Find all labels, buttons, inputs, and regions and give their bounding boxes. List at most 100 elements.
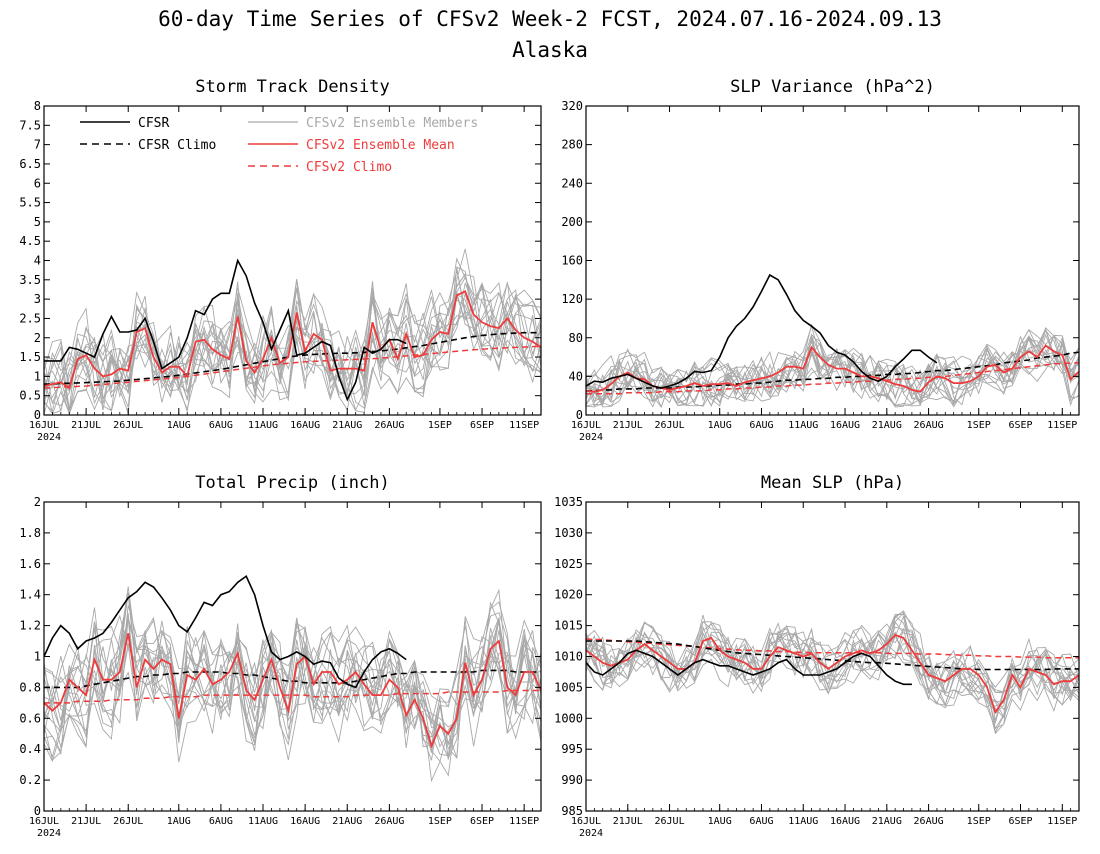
x-year-label-storm: 2024 <box>37 432 61 443</box>
y-tick-label-precip: 0.6 <box>19 711 41 725</box>
y-tick-label-storm: 8 <box>34 99 41 113</box>
x-tick-label-storm: 6SEP <box>470 420 494 431</box>
legend-label-ens-mean: CFSv2 Ensemble Mean <box>306 138 455 153</box>
cfsv2-climo-line-slpvar <box>586 362 1079 395</box>
y-tick-label-storm: 4 <box>34 254 41 268</box>
legend: CFSR CFSR Climo CFSv2 Ensemble Members C… <box>80 116 478 175</box>
ensemble-member-line-mslp-7 <box>586 620 1079 730</box>
ensemble-member-line-mslp-14 <box>586 613 1079 694</box>
y-tick-label-precip: 1 <box>34 650 41 664</box>
y-tick-label-storm: 4.5 <box>19 234 41 248</box>
x-tick-label-precip: 16AUG <box>290 816 320 827</box>
x-tick-label-precip: 21JUL <box>71 816 101 827</box>
y-tick-label-mslp: 1010 <box>554 650 583 664</box>
cfsr-climo-line-storm <box>44 331 541 385</box>
y-tick-label-precip: 1.2 <box>19 619 41 633</box>
figure-title: 60-day Time Series of CFSv2 Week-2 FCST,… <box>158 7 942 31</box>
legend-label-cfsr-climo: CFSR Climo <box>138 138 216 153</box>
panel-slpvar: SLP Variance (hPa^2) 0 40 80 120 160 200 240 280… <box>561 77 1080 443</box>
x-tick-label-storm: 26JUL <box>113 420 143 431</box>
x-tick-label-mslp: 1SEP <box>967 816 991 827</box>
y-tick-label-slpvar: 40 <box>569 369 583 383</box>
x-tick-label-slpvar: 16JUL <box>571 420 601 431</box>
x-tick-label-mslp: 21JUL <box>613 816 643 827</box>
ensemble-member-line-slpvar-13 <box>586 334 1079 408</box>
x-tick-label-precip: 1AUG <box>167 816 191 827</box>
y-tick-label-mslp: 1005 <box>554 680 583 694</box>
x-tick-label-mslp: 6SEP <box>1008 816 1032 827</box>
ensemble-member-line-mslp-9 <box>586 622 1079 721</box>
x-tick-label-storm: 11AUG <box>248 420 278 431</box>
x-tick-label-slpvar: 16AUG <box>830 420 860 431</box>
y-tick-label-slpvar: 120 <box>561 292 583 306</box>
y-tick-label-mslp: 1020 <box>554 588 583 602</box>
cfsv2-climo-line-precip <box>44 689 541 704</box>
panel-storm: Storm Track Density 0 0.5 1 1.5 2 2.5 3 3.5 4 4.5 5… <box>19 77 542 443</box>
x-tick-label-slpvar: 11SEP <box>1047 420 1077 431</box>
cfsv2-climo-line-mslp <box>586 638 1079 659</box>
ensemble-member-line-slpvar-14 <box>586 336 1079 407</box>
cfsr-line-slpvar <box>586 273 938 389</box>
plot-area-storm <box>44 248 541 415</box>
y-tick-label-precip: 0 <box>34 804 41 818</box>
y-tick-label-slpvar: 240 <box>561 176 583 190</box>
plot-area-precip <box>44 574 541 783</box>
ensemble-mean-line-slpvar <box>586 344 1079 393</box>
x-tick-label-precip: 1SEP <box>428 816 452 827</box>
x-tick-label-precip: 11SEP <box>509 816 539 827</box>
x-tick-label-slpvar: 26AUG <box>914 420 944 431</box>
x-tick-label-slpvar: 11AUG <box>788 420 818 431</box>
y-tick-label-precip: 1.8 <box>19 526 41 540</box>
ensemble-member-line-storm-15 <box>44 281 541 408</box>
x-tick-label-storm: 21AUG <box>332 420 362 431</box>
x-tick-label-storm: 21JUL <box>71 420 101 431</box>
panel-precip: Total Precip (inch) 0 0.2 0.4 0.6 0.8 1 1.2 1.4 1… <box>19 473 542 839</box>
x-tick-label-precip: 26AUG <box>374 816 404 827</box>
x-tick-label-storm: 1SEP <box>428 420 452 431</box>
y-tick-label-storm: 5.5 <box>19 196 41 210</box>
y-tick-label-storm: 0 <box>34 408 41 422</box>
y-tick-label-storm: 0.5 <box>19 389 41 403</box>
x-tick-label-mslp: 16AUG <box>830 816 860 827</box>
x-year-label-slpvar: 2024 <box>579 432 603 443</box>
y-tick-label-storm: 3 <box>34 292 41 306</box>
y-tick-label-slpvar: 80 <box>569 331 583 345</box>
panel-title-mslp: Mean SLP (hPa) <box>761 473 904 493</box>
cfsr-climo-line-mslp <box>586 640 1079 671</box>
y-tick-label-storm: 1 <box>34 369 41 383</box>
x-tick-label-precip: 16JUL <box>29 816 59 827</box>
y-tick-label-storm: 7 <box>34 138 41 152</box>
x-tick-label-slpvar: 6SEP <box>1008 420 1032 431</box>
y-tick-label-precip: 1.4 <box>19 588 41 602</box>
y-tick-label-mslp: 1015 <box>554 619 583 633</box>
ensemble-member-line-precip-15 <box>44 612 541 783</box>
x-tick-label-mslp: 1AUG <box>708 816 732 827</box>
x-year-label-mslp: 2024 <box>579 828 603 839</box>
y-tick-label-storm: 2 <box>34 331 41 345</box>
legend-label-cfsr: CFSR <box>138 116 169 131</box>
x-tick-label-slpvar: 6AUG <box>749 420 773 431</box>
y-tick-label-mslp: 1025 <box>554 557 583 571</box>
ensemble-member-line-mslp-3 <box>586 630 1079 714</box>
y-tick-label-slpvar: 320 <box>561 99 583 113</box>
ensemble-member-line-mslp-13 <box>586 622 1079 730</box>
x-tick-label-slpvar: 26JUL <box>655 420 685 431</box>
y-tick-label-storm: 3.5 <box>19 273 41 287</box>
x-tick-label-mslp: 11SEP <box>1047 816 1077 827</box>
cfsr-line-storm <box>44 258 407 402</box>
ensemble-mean-line-precip <box>44 633 541 749</box>
x-tick-label-storm: 1AUG <box>167 420 191 431</box>
y-tick-label-storm: 6 <box>34 176 41 190</box>
y-tick-label-precip: 0.8 <box>19 680 41 694</box>
cfsv2-climo-line-storm <box>44 345 541 389</box>
y-tick-label-slpvar: 200 <box>561 215 583 229</box>
x-tick-label-slpvar: 1SEP <box>967 420 991 431</box>
cfsr-climo-line-precip <box>44 669 541 689</box>
y-tick-label-slpvar: 280 <box>561 138 583 152</box>
y-tick-label-mslp: 995 <box>561 742 583 756</box>
x-tick-label-precip: 6AUG <box>209 816 233 827</box>
x-tick-label-mslp: 6AUG <box>749 816 773 827</box>
x-tick-label-precip: 6SEP <box>470 816 494 827</box>
y-tick-label-precip: 0.2 <box>19 773 41 787</box>
